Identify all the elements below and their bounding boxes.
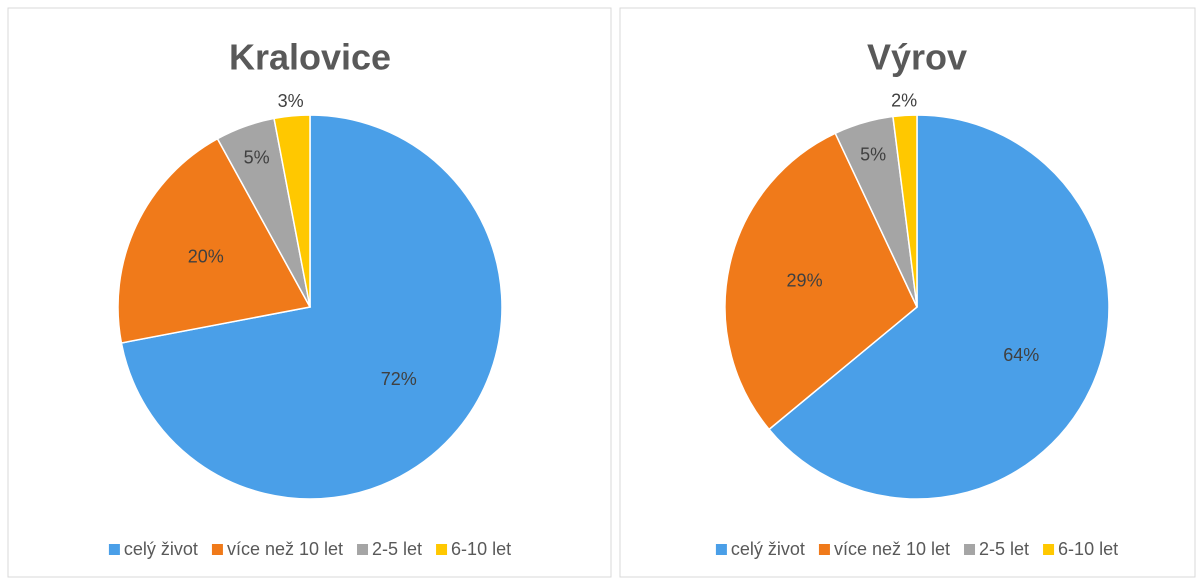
legend-swatch: [357, 544, 369, 555]
legend-swatch: [818, 544, 830, 555]
data-label: 2%: [891, 91, 917, 111]
pie-slice: [273, 114, 311, 308]
pie-slice: [120, 114, 503, 500]
pie-slice: [892, 114, 918, 308]
data-label: 5%: [244, 148, 270, 168]
legend-swatch: [715, 544, 727, 555]
data-label: 5%: [860, 145, 886, 165]
legend-swatch: [964, 544, 976, 555]
pie-slice: [117, 137, 312, 344]
chart-title: Výrov: [867, 37, 967, 78]
legend-swatch: [108, 544, 120, 555]
data-label: 29%: [787, 271, 823, 291]
data-label: 3%: [278, 91, 304, 111]
legend-swatch: [211, 544, 223, 555]
legend-label: 6-10 let: [1058, 539, 1118, 559]
pie-slice: [768, 114, 1110, 500]
pie-slice: [724, 132, 918, 431]
data-label: 72%: [381, 369, 417, 389]
legend-label: 2-5 let: [979, 539, 1029, 559]
legend-label: více než 10 let: [227, 539, 343, 559]
legend-label: 6-10 let: [451, 539, 511, 559]
legend-swatch: [1043, 544, 1055, 555]
data-label: 64%: [1003, 345, 1039, 365]
data-label: 20%: [188, 247, 224, 267]
legend-label: více než 10 let: [834, 539, 950, 559]
legend-label: celý život: [124, 539, 198, 559]
chart-title: Kralovice: [229, 37, 391, 78]
legend-label: 2-5 let: [372, 539, 422, 559]
legend-label: celý život: [731, 539, 805, 559]
legend-swatch: [436, 544, 448, 555]
